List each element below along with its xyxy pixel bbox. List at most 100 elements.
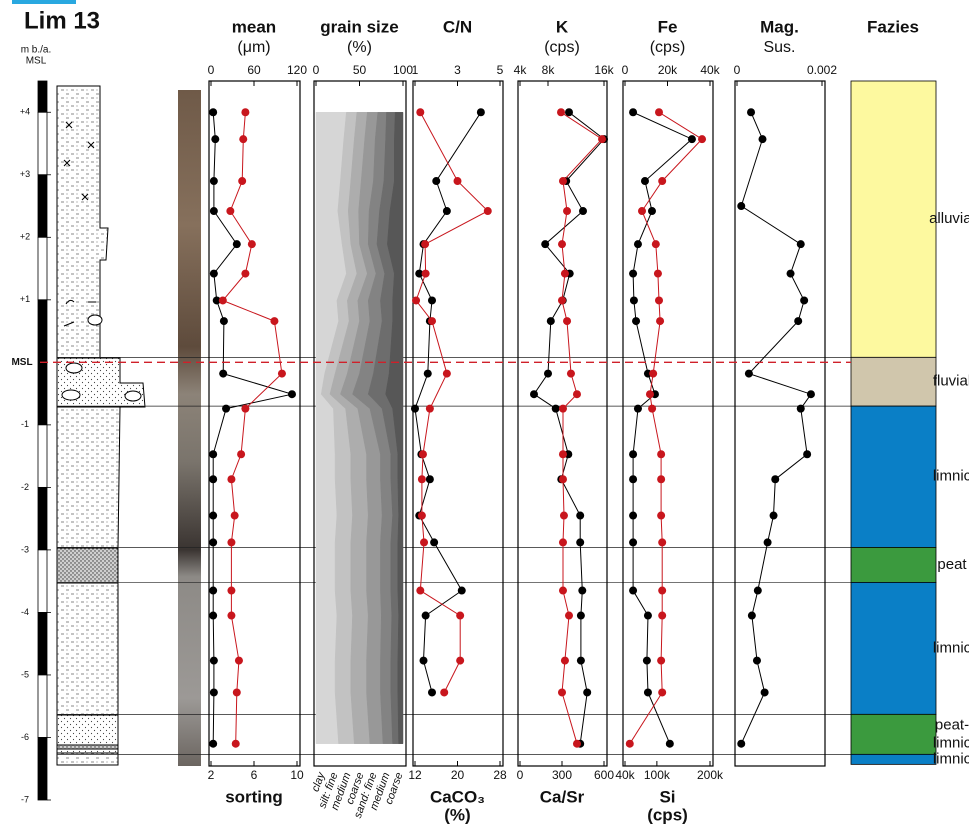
data-point bbox=[419, 656, 428, 665]
data-point bbox=[572, 390, 581, 399]
data-point bbox=[579, 207, 587, 216]
y-tick-label: -7 bbox=[21, 794, 29, 804]
x-tick-label: 120 bbox=[287, 63, 307, 77]
data-point bbox=[803, 450, 812, 459]
data-point bbox=[643, 688, 652, 697]
data-point bbox=[247, 240, 256, 249]
data-point bbox=[737, 202, 746, 211]
data-point bbox=[658, 611, 667, 620]
y-tick-label: +3 bbox=[20, 169, 30, 179]
data-point bbox=[643, 611, 652, 620]
data-point bbox=[411, 404, 419, 413]
x-tick-label: 20 bbox=[451, 768, 465, 782]
data-point bbox=[655, 108, 663, 117]
data-point bbox=[238, 177, 247, 186]
data-point bbox=[560, 656, 569, 665]
data-point bbox=[744, 369, 753, 378]
y-tick-label: +2 bbox=[20, 232, 30, 242]
data-point bbox=[625, 739, 634, 748]
data-point bbox=[442, 369, 451, 378]
data-point bbox=[428, 317, 436, 326]
x-tick-label: 28 bbox=[493, 768, 507, 782]
data-point bbox=[232, 240, 241, 249]
depth-ruler-segment bbox=[37, 486, 48, 551]
data-point bbox=[576, 656, 585, 665]
data-point bbox=[442, 207, 451, 216]
panel-title: Mag. bbox=[760, 17, 799, 36]
x-tick-label: 0 bbox=[208, 63, 215, 77]
data-point bbox=[241, 404, 250, 413]
data-point bbox=[428, 296, 436, 305]
data-point bbox=[417, 475, 426, 484]
data-point bbox=[629, 450, 638, 459]
y-tick-label: -1 bbox=[21, 419, 29, 429]
facies-block bbox=[850, 713, 937, 755]
x-tick-label: 0 bbox=[734, 63, 741, 77]
panel-bottom-label: sorting bbox=[225, 787, 283, 806]
data-point bbox=[760, 688, 769, 697]
facies-block bbox=[850, 547, 937, 583]
data-point bbox=[629, 538, 638, 547]
facies-block bbox=[850, 356, 937, 407]
panel-bottom-label: (cps) bbox=[647, 805, 688, 824]
data-point bbox=[546, 317, 555, 326]
x-tick-label: 0 bbox=[622, 63, 629, 77]
panel-bottom-label: Ca/Sr bbox=[540, 787, 585, 806]
x-tick-label: 100k bbox=[644, 768, 671, 782]
data-point bbox=[420, 538, 429, 547]
x-tick-label: 16k bbox=[594, 63, 614, 77]
facies-title: Fazies bbox=[867, 17, 919, 36]
data-point bbox=[425, 475, 434, 484]
data-point bbox=[657, 511, 666, 520]
data-point bbox=[558, 450, 567, 459]
panel-bottom-label: CaCO₃ bbox=[430, 787, 485, 806]
data-point bbox=[418, 450, 427, 459]
depth-ruler-segment bbox=[37, 424, 48, 488]
panel-title: (cps) bbox=[544, 39, 580, 56]
data-point bbox=[209, 207, 218, 216]
data-point bbox=[417, 511, 426, 520]
data-point bbox=[209, 177, 218, 186]
data-point bbox=[648, 404, 657, 413]
data-point bbox=[658, 688, 667, 697]
data-point bbox=[578, 586, 587, 595]
data-point bbox=[657, 475, 666, 484]
data-point bbox=[212, 296, 221, 305]
data-point bbox=[558, 240, 566, 249]
data-point bbox=[421, 240, 430, 249]
data-point bbox=[456, 656, 465, 665]
data-point bbox=[241, 269, 250, 278]
depth-ruler-segment bbox=[37, 236, 48, 301]
data-point bbox=[421, 611, 430, 620]
facies-label: limnic bbox=[933, 639, 969, 656]
data-point bbox=[737, 739, 746, 748]
data-point bbox=[218, 296, 227, 305]
data-point bbox=[239, 135, 248, 144]
data-point bbox=[483, 207, 492, 216]
x-tick-label: 200k bbox=[697, 768, 724, 782]
data-point bbox=[572, 739, 581, 748]
data-point bbox=[598, 135, 607, 144]
data-point bbox=[629, 511, 638, 520]
y-tick-label: -3 bbox=[21, 544, 29, 554]
facies-label: peat bbox=[937, 556, 967, 573]
data-point bbox=[231, 739, 240, 748]
data-point bbox=[558, 296, 566, 305]
facies-block bbox=[850, 753, 937, 765]
data-point bbox=[209, 269, 218, 278]
x-tick-label: 60 bbox=[247, 63, 261, 77]
facies-label: limnic bbox=[933, 468, 969, 485]
data-point bbox=[209, 450, 218, 459]
data-point bbox=[657, 450, 666, 459]
depth-ruler-segment bbox=[37, 111, 48, 176]
y-axis-label: m b./a. bbox=[21, 45, 52, 56]
data-point bbox=[558, 586, 567, 595]
data-point bbox=[559, 511, 568, 520]
profile-line bbox=[414, 112, 482, 693]
data-point bbox=[241, 108, 250, 117]
data-point bbox=[234, 656, 243, 665]
data-point bbox=[657, 656, 666, 665]
x-tick-label: 20k bbox=[658, 63, 678, 77]
data-point bbox=[421, 269, 430, 278]
facies-label: alluvial bbox=[929, 210, 969, 227]
